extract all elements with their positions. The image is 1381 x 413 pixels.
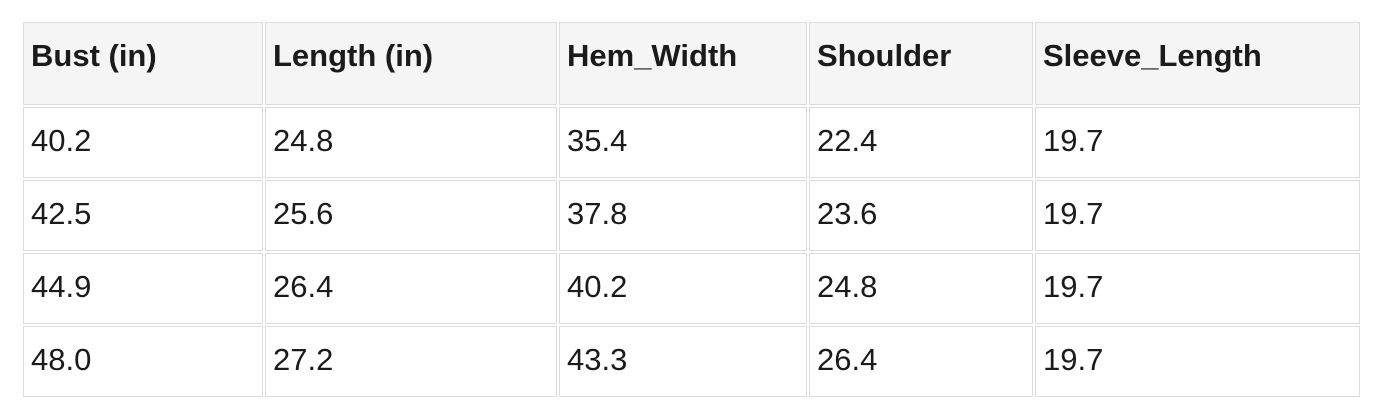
column-header-length: Length (in) xyxy=(265,22,557,105)
column-header-hem-width: Hem_Width xyxy=(559,22,807,105)
table-cell: 23.6 xyxy=(809,180,1033,251)
table-cell: 19.7 xyxy=(1035,107,1360,178)
header-row: Bust (in) Length (in) Hem_Width Shoulder… xyxy=(23,22,1360,105)
table-row: 40.2 24.8 35.4 22.4 19.7 xyxy=(23,107,1360,178)
table-cell: 35.4 xyxy=(559,107,807,178)
table-row: 44.9 26.4 40.2 24.8 19.7 xyxy=(23,253,1360,324)
table-cell: 19.7 xyxy=(1035,180,1360,251)
table-cell: 25.6 xyxy=(265,180,557,251)
table-cell: 26.4 xyxy=(809,326,1033,397)
column-header-bust: Bust (in) xyxy=(23,22,263,105)
table-cell: 37.8 xyxy=(559,180,807,251)
table-cell: 22.4 xyxy=(809,107,1033,178)
table-cell: 27.2 xyxy=(265,326,557,397)
table-cell: 48.0 xyxy=(23,326,263,397)
table-cell: 19.7 xyxy=(1035,253,1360,324)
table-cell: 24.8 xyxy=(265,107,557,178)
table-cell: 19.7 xyxy=(1035,326,1360,397)
table-cell: 42.5 xyxy=(23,180,263,251)
table-cell: 40.2 xyxy=(559,253,807,324)
column-header-shoulder: Shoulder xyxy=(809,22,1033,105)
table-cell: 24.8 xyxy=(809,253,1033,324)
size-chart-table: Bust (in) Length (in) Hem_Width Shoulder… xyxy=(21,20,1362,399)
table-container: Bust (in) Length (in) Hem_Width Shoulder… xyxy=(21,20,1362,399)
table-row: 42.5 25.6 37.8 23.6 19.7 xyxy=(23,180,1360,251)
table-cell: 44.9 xyxy=(23,253,263,324)
column-header-sleeve-length: Sleeve_Length xyxy=(1035,22,1360,105)
table-row: 48.0 27.2 43.3 26.4 19.7 xyxy=(23,326,1360,397)
table-cell: 43.3 xyxy=(559,326,807,397)
table-cell: 26.4 xyxy=(265,253,557,324)
table-cell: 40.2 xyxy=(23,107,263,178)
